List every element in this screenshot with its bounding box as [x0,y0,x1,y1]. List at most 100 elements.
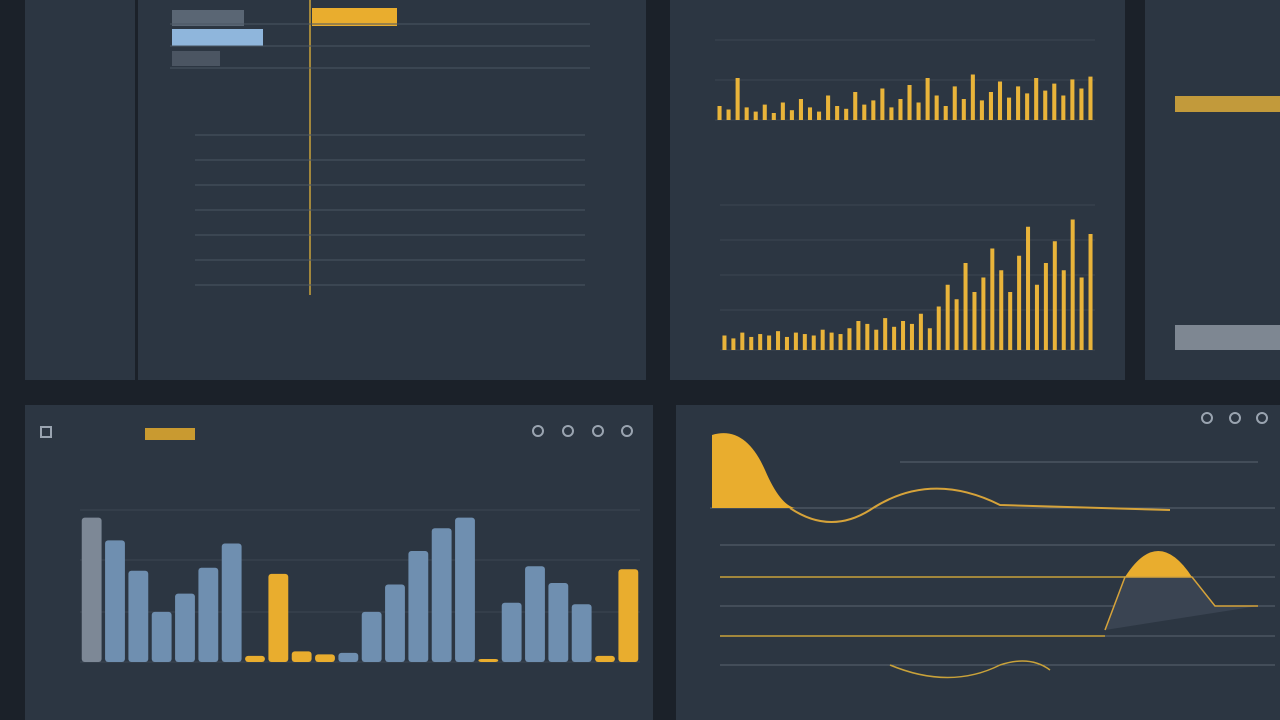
bar [1025,93,1030,120]
bar [291,651,312,662]
bar [571,604,592,662]
bar [789,110,794,120]
bar-shape [1175,325,1280,350]
bar [268,573,289,662]
bar [811,335,816,350]
bar [128,570,149,662]
bar [749,336,754,350]
bar [780,102,785,120]
sidebar [25,0,135,380]
bar [744,107,749,120]
bar [990,248,995,350]
bar [909,323,914,350]
bar-shape [172,29,263,46]
bar [943,106,948,120]
bar [618,569,639,662]
bar [829,332,834,350]
bar [916,102,921,120]
bar [1017,255,1022,350]
bar-shape [1175,96,1280,112]
wave [720,576,1125,679]
bar [595,655,615,662]
wave [1104,576,1258,631]
bar [1052,241,1057,350]
bar [798,99,803,120]
bar-shape [312,8,397,26]
bar [907,85,912,120]
bar [81,517,102,662]
bar-shape [172,51,220,66]
bar [338,652,359,662]
bar [245,655,265,662]
bar [408,551,429,662]
bar [988,92,993,120]
bar [979,100,984,120]
bar [952,86,957,120]
bar [945,284,950,350]
bar [431,528,452,662]
area-shape [1125,551,1192,577]
bar [1070,79,1075,120]
panel [1145,0,1280,380]
bar [784,336,789,350]
bar [1043,263,1048,350]
panel [25,405,653,720]
bar [961,99,966,120]
bar [1034,78,1039,120]
bar [954,299,959,350]
bar [865,323,870,350]
bar [862,104,867,120]
bar [726,109,731,120]
bar [1052,83,1057,120]
bar [847,328,852,350]
bar [934,95,939,120]
bar [856,321,861,350]
bar [1016,86,1021,120]
bar [1079,277,1084,350]
bar [844,108,849,120]
bar [871,100,876,120]
bar [478,658,499,662]
bar [717,106,722,120]
bar [548,582,569,662]
bar [175,593,195,662]
bar [758,334,763,350]
wave [789,487,1171,523]
badge [145,428,195,440]
bar [525,566,545,662]
bar [898,99,903,120]
bar [385,584,405,662]
bar [802,334,807,350]
bar [731,338,736,350]
bar [889,107,894,120]
bar-shape [172,10,244,26]
bar [820,329,825,350]
bar [105,540,125,662]
bar [361,611,382,662]
panel [670,0,1125,380]
bar [918,313,923,350]
bar [970,74,975,120]
bar [807,107,813,120]
bar [1043,90,1048,120]
bar [981,277,986,350]
bar [1008,292,1013,350]
bar [1079,88,1084,120]
bar [722,335,727,350]
bar [762,104,767,120]
bar [874,329,879,350]
bar [817,111,822,120]
bar [1026,226,1031,350]
bar [151,611,172,662]
bar [740,332,745,350]
bar [1061,270,1066,350]
bar [927,328,932,350]
bar [963,263,968,350]
bar [753,111,758,120]
bar [455,517,475,662]
bar [198,567,219,662]
bar [221,543,242,662]
bar [1070,219,1075,350]
